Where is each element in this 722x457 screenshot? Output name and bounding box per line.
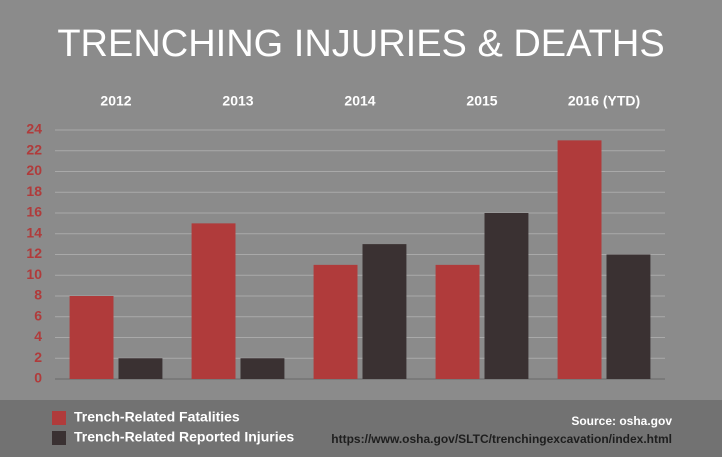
legend-swatch [52,411,66,425]
source: Source: osha.gov [571,414,672,428]
bar [313,264,358,379]
y-tick-label: 14 [26,224,42,240]
bar [118,358,163,379]
legend-swatch [52,431,66,445]
bar [484,213,529,379]
bar [557,140,602,379]
x-tick-label: 2012 [100,93,131,109]
y-tick-label: 0 [34,370,42,386]
y-tick-label: 8 [34,287,42,303]
footer-band [0,400,722,457]
y-tick-label: 6 [34,307,42,323]
chart-title: TRENCHING INJURIES & DEATHS [57,23,664,65]
y-tick-label: 24 [26,121,42,137]
y-tick-label: 18 [26,183,42,199]
bar [69,296,114,379]
source-url: https://www.osha.gov/SLTC/trenchingexcav… [331,432,672,446]
legend-label: Trench-Related Reported Injuries [74,429,294,445]
y-tick-label: 12 [26,245,42,261]
x-tick-label: 2015 [466,93,497,109]
bar [240,358,285,379]
y-tick-label: 10 [26,266,42,282]
x-tick-label: 2014 [344,93,375,109]
bar [606,254,651,379]
x-tick-label: 2013 [222,93,253,109]
bar [362,244,407,379]
legend-label: Trench-Related Fatalities [74,409,240,425]
y-tick-label: 16 [26,204,42,220]
y-tick-label: 2 [34,349,42,365]
bar [191,223,236,379]
y-tick-label: 20 [26,162,42,178]
y-tick-label: 22 [26,141,42,157]
y-tick-label: 4 [34,328,42,344]
x-tick-label: 2016 (YTD) [568,93,640,109]
bar [435,264,480,379]
